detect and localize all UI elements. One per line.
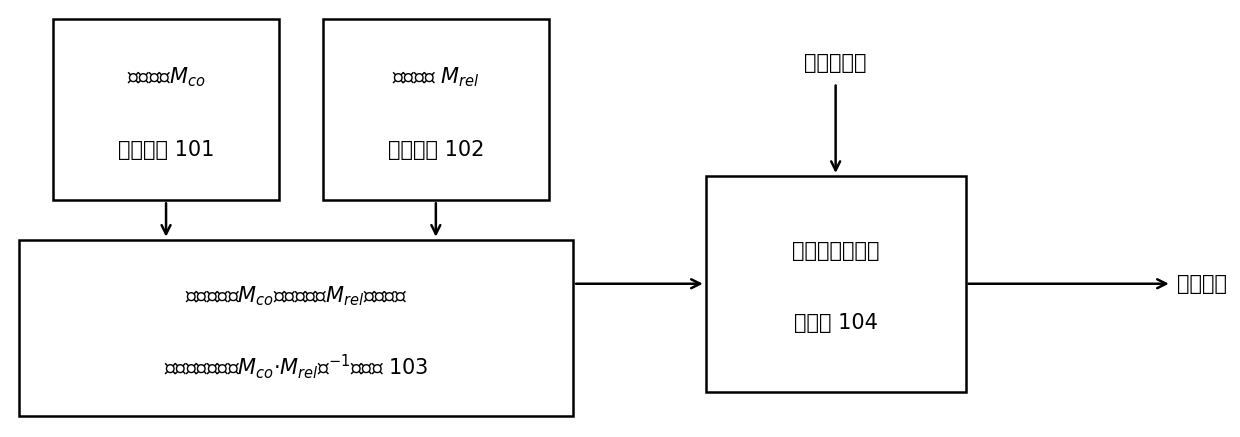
Bar: [19, 239, 573, 416]
Bar: [706, 176, 966, 392]
Text: 逆得到逆矩阵（$M_{co}$·$M_{rel}$）$^{-1}$的模块 103: 逆得到逆矩阵（$M_{co}$·$M_{rel}$）$^{-1}$的模块 103: [164, 352, 428, 381]
Bar: [322, 19, 548, 200]
Text: 结构矩阵 $M_{rel}$: 结构矩阵 $M_{rel}$: [392, 65, 480, 89]
Text: 将系数矩阵$M_{co}$与结构矩阵$M_{rel}$相乘并求: 将系数矩阵$M_{co}$与结构矩阵$M_{rel}$相乘并求: [185, 284, 407, 308]
Text: 驱动装置: 驱动装置: [1177, 274, 1226, 294]
Text: 存储模块 102: 存储模块 102: [388, 139, 484, 160]
Text: 算模块 104: 算模块 104: [794, 312, 878, 333]
Bar: [53, 19, 279, 200]
Text: 系数矩阵$M_{co}$: 系数矩阵$M_{co}$: [126, 65, 206, 89]
Text: 存储模块 101: 存储模块 101: [118, 139, 215, 160]
Text: 主导旋翼转速运: 主导旋翼转速运: [792, 241, 879, 261]
Text: 虚拟控制量: 虚拟控制量: [805, 53, 867, 73]
